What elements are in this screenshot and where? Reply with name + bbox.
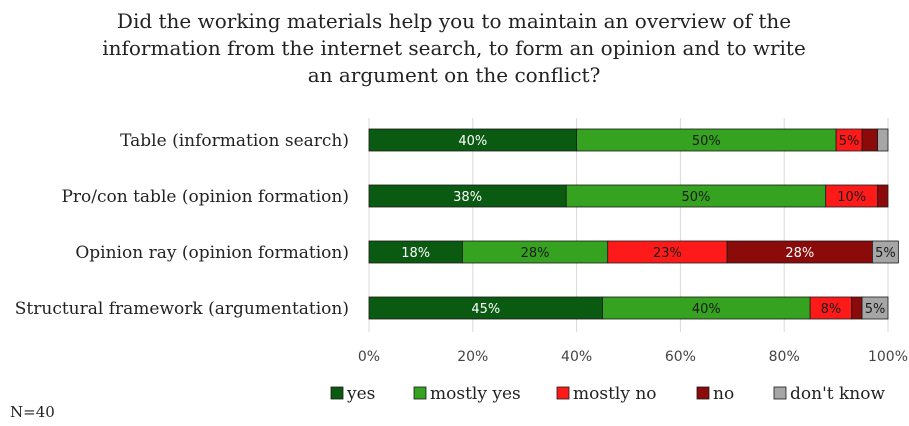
bar-segment-don-t-know	[861, 296, 889, 320]
category-label: Table (information search)	[120, 131, 349, 151]
data-label: 5%	[839, 134, 860, 149]
x-tick-label: 0%	[358, 349, 380, 365]
data-label: 45%	[471, 302, 500, 317]
data-label: 5%	[875, 246, 896, 261]
bar-segment-no	[861, 128, 879, 152]
x-tick-label: 20%	[457, 349, 488, 365]
data-label: 50%	[692, 134, 721, 149]
legend-swatch	[330, 386, 344, 400]
category-label: Pro/con table (opinion formation)	[61, 187, 349, 207]
legend-label: don't know	[790, 384, 885, 404]
data-label: 38%	[453, 190, 482, 205]
data-label: 8%	[821, 302, 842, 317]
data-label: 50%	[682, 190, 711, 205]
bar-segment-don-t-know	[877, 128, 889, 152]
data-label: 10%	[837, 190, 866, 205]
bars: 40% 50% 5% 38% 50% 10% 18% 28% 23% 28% 5% 45% 40% 8% 5…	[368, 128, 899, 320]
legend-swatch	[413, 386, 427, 400]
bar-segment-don-t-know	[872, 240, 899, 264]
chart-title-line: an argument on the conflict?	[308, 63, 601, 87]
x-tick-labels: 0% 20% 40% 60% 80% 100%	[358, 349, 908, 365]
category-label: Structural framework (argumentation)	[15, 299, 349, 319]
data-label: 5%	[865, 302, 886, 317]
data-label: 40%	[458, 134, 487, 149]
data-label: 40%	[692, 302, 721, 317]
chart-title: Did the working materials help you to ma…	[102, 9, 806, 87]
x-tick-label: 60%	[665, 349, 696, 365]
chart-title-line: information from the internet search, to…	[102, 36, 806, 60]
data-label: 28%	[521, 246, 550, 261]
legend-label: yes	[346, 384, 375, 404]
bar-segment-no	[877, 184, 889, 208]
category-labels: Table (information search) Pro/con table …	[15, 131, 349, 319]
data-label: 18%	[401, 246, 430, 261]
bar-segment-no	[851, 296, 863, 320]
legend-swatch	[696, 386, 710, 400]
chart-title-line: Did the working materials help you to ma…	[117, 9, 791, 33]
legend-label: no	[713, 384, 734, 404]
legend: yes mostly yes mostly no no don't know	[330, 384, 885, 404]
data-label: 23%	[653, 246, 682, 261]
legend-label: mostly yes	[430, 384, 521, 404]
legend-swatch	[773, 386, 787, 400]
gridlines	[368, 118, 889, 332]
category-label: Opinion ray (opinion formation)	[75, 243, 349, 263]
legend-swatch	[556, 386, 570, 400]
x-tick-label: 40%	[561, 349, 592, 365]
x-tick-label: 80%	[769, 349, 800, 365]
data-label: 28%	[785, 246, 814, 261]
legend-label: mostly no	[573, 384, 657, 404]
x-tick-label: 100%	[868, 349, 908, 365]
sample-size-note: N=40	[10, 403, 55, 421]
